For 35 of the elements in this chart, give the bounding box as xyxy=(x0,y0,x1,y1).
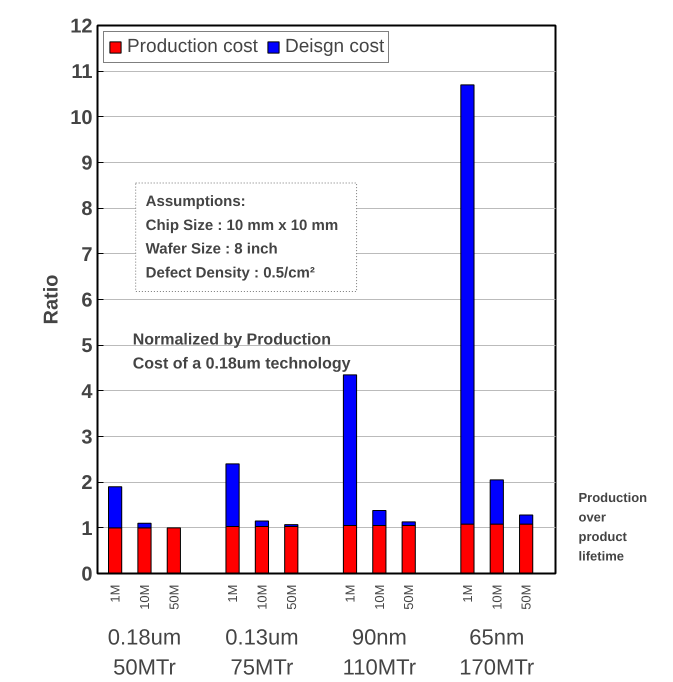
y-tick-label: 4 xyxy=(81,380,94,403)
x-tick-label: 10M xyxy=(254,584,270,610)
x-tick-label: 10M xyxy=(136,584,152,610)
text: 65nm 170MTr xyxy=(459,624,534,680)
y-tick-label: 8 xyxy=(81,198,92,220)
y-tick-label: 7 xyxy=(81,244,92,266)
x-tick-label: 1M xyxy=(460,584,475,603)
x-tick-label: 50M xyxy=(401,584,416,610)
x-tick-label: 1M xyxy=(108,584,123,603)
y-tick-label: 2 xyxy=(81,472,92,494)
text: Production over product lifetime xyxy=(578,490,648,564)
text: 0.13um 75MTr xyxy=(225,624,299,680)
y-tick-label: 6 xyxy=(81,290,92,312)
y-tick-label: 5 xyxy=(81,335,92,358)
x-tick-label: 1M xyxy=(342,584,358,603)
x-tick-label: 50M xyxy=(166,584,182,610)
x-tick-label: 1M xyxy=(225,584,240,603)
y-tick-label: 12 xyxy=(70,16,93,38)
y-tick-label: 1 xyxy=(81,518,92,540)
y-axis-title: Ratio xyxy=(40,274,62,324)
legend-label: Production cost xyxy=(127,36,258,58)
x-tick-label: 10M xyxy=(489,584,504,610)
text: 0.18um 50MTr xyxy=(108,624,182,680)
x-tick-label: 50M xyxy=(284,584,299,610)
annotation: Assumptions: Chip Size : 10 mm x 10 mm Wafer Size : 8 inch Defect Density : 0.5/cm² xyxy=(146,193,338,282)
x-tick-label: 10M xyxy=(372,584,387,610)
y-tick-label: 0 xyxy=(81,564,92,586)
y-tick-label: 11 xyxy=(71,61,93,84)
y-tick-label: 9 xyxy=(81,152,92,174)
y-tick-label: 3 xyxy=(81,426,92,448)
annotation: Normalized by Production Cost of a 0.18um technology xyxy=(132,331,351,372)
legend-label: Deisgn cost xyxy=(284,36,384,58)
y-tick-label: 10 xyxy=(70,106,93,129)
x-tick-label: 50M xyxy=(518,584,534,610)
text: 90nm 110MTr xyxy=(342,624,416,680)
